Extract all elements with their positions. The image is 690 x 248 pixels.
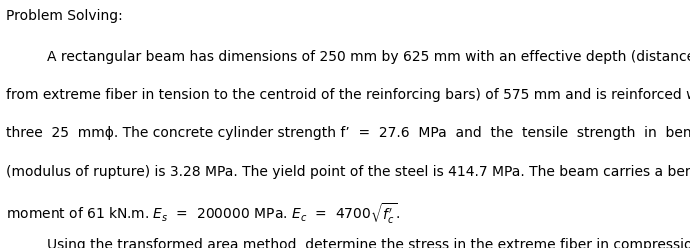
Text: A rectangular beam has dimensions of 250 mm by 625 mm with an effective depth (d: A rectangular beam has dimensions of 250… (47, 50, 690, 63)
Text: from extreme fiber in tension to the centroid of the reinforcing bars) of 575 mm: from extreme fiber in tension to the cen… (6, 88, 690, 102)
Text: three  25  mmϕ. The concrete cylinder strength f’  =  27.6  MPa  and  the  tensi: three 25 mmϕ. The concrete cylinder stre… (6, 126, 690, 140)
Text: (modulus of rupture) is 3.28 MPa. The yield point of the steel is 414.7 MPa. The: (modulus of rupture) is 3.28 MPa. The yi… (6, 165, 690, 179)
Text: moment of 61 kN.m. $E_{s}$  =  200000 MPa. $E_{c}$  =  4700$\sqrt{f_{c}^{\prime}: moment of 61 kN.m. $E_{s}$ = 200000 MPa.… (6, 202, 400, 226)
Text: Using the transformed area method, determine the stress in the extreme fiber in : Using the transformed area method, deter… (47, 238, 690, 248)
Text: Problem Solving:: Problem Solving: (6, 9, 122, 23)
